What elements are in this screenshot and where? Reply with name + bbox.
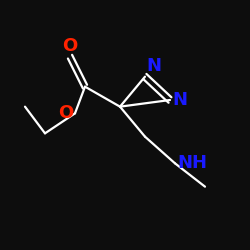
Text: O: O — [58, 104, 74, 122]
Text: N: N — [146, 57, 161, 75]
Text: N: N — [172, 91, 188, 109]
Text: O: O — [62, 37, 78, 55]
Text: NH: NH — [178, 154, 208, 172]
